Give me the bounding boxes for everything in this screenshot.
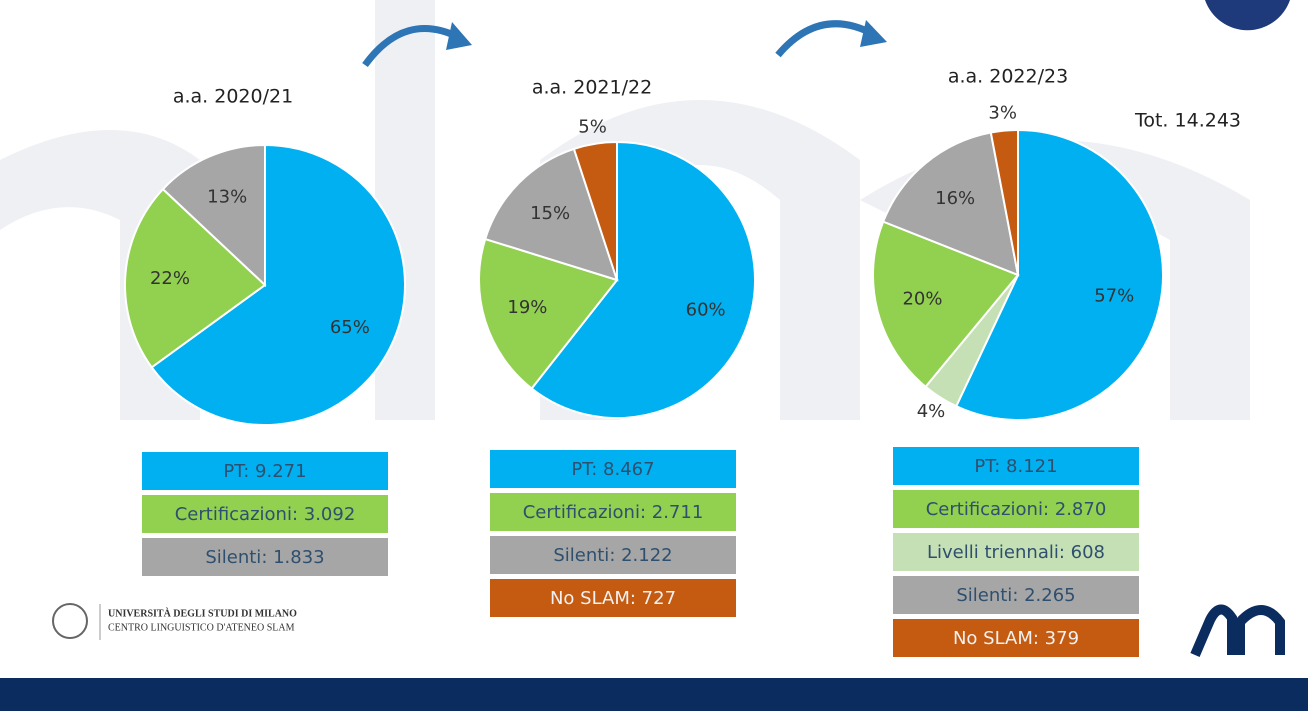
legend-box xyxy=(893,490,1139,528)
arrows xyxy=(362,20,877,68)
university-seal xyxy=(52,603,88,639)
pie-slice xyxy=(572,140,618,281)
slice-label: 20% xyxy=(902,289,942,310)
slice-label: 15% xyxy=(530,203,570,224)
pie-slice xyxy=(989,128,1019,276)
footer-band xyxy=(0,678,1308,711)
legend-box xyxy=(893,447,1139,485)
legend-box-text: Silenti: 2.265 xyxy=(956,585,1075,606)
pie-slice xyxy=(881,131,1020,277)
pie-slice xyxy=(478,237,619,390)
legend-box-text: PT: 8.121 xyxy=(974,456,1057,477)
chart-title: a.a. 2021/22 xyxy=(532,77,652,99)
slice-label: 65% xyxy=(330,317,370,338)
slice-label: 19% xyxy=(507,297,547,318)
pie-slice xyxy=(530,140,756,419)
legend-box xyxy=(893,533,1139,571)
legend-box xyxy=(893,576,1139,614)
legend-box-text: Silenti: 1.833 xyxy=(205,547,324,568)
legend-box-text: No SLAM: 379 xyxy=(953,628,1079,649)
legend-box xyxy=(142,538,388,576)
pie-slice xyxy=(150,143,406,426)
legend-box xyxy=(893,619,1139,657)
university-name: UNIVERSITÀ DEGLI STUDI DI MILANO xyxy=(108,607,297,619)
slice-label: 60% xyxy=(686,300,726,321)
slice-label: 5% xyxy=(578,116,607,137)
total-annotation: Tot. 14.243 xyxy=(1134,110,1241,132)
pie-slice xyxy=(954,128,1164,421)
pie-slice xyxy=(124,187,267,369)
slam-logo xyxy=(1190,604,1285,657)
chart-title: a.a. 2020/21 xyxy=(173,86,293,108)
legend-box xyxy=(490,579,736,617)
legend-box-text: Livelli triennali: 608 xyxy=(927,542,1105,563)
legend-box xyxy=(142,452,388,490)
pie-slice xyxy=(161,143,266,288)
slice-label: 22% xyxy=(150,268,190,289)
centre-name: CENTRO LINGUISTICO D'ATENEO SLAM xyxy=(108,622,295,633)
legend-box xyxy=(490,450,736,488)
slice-label: 16% xyxy=(935,188,975,209)
legend-box-text: Certificazioni: 2.711 xyxy=(523,502,704,523)
legend-box xyxy=(142,495,388,533)
chart-title: a.a. 2022/23 xyxy=(948,66,1068,88)
logo-partial xyxy=(1205,0,1290,31)
slice-label: 13% xyxy=(207,187,247,208)
legend-box xyxy=(490,536,736,574)
pie-slice xyxy=(872,220,1020,389)
legend-box-text: Certificazioni: 2.870 xyxy=(926,499,1107,520)
legend-box-text: PT: 8.467 xyxy=(571,459,654,480)
slice-label: 4% xyxy=(917,401,946,422)
legend-box-text: Silenti: 2.122 xyxy=(553,545,672,566)
legend-box xyxy=(490,493,736,531)
legend-box-text: PT: 9.271 xyxy=(223,461,306,482)
slice-label: 3% xyxy=(988,102,1017,123)
slice-label: 57% xyxy=(1094,286,1134,307)
legend-box-text: Certificazioni: 3.092 xyxy=(175,504,356,525)
legend-box-text: No SLAM: 727 xyxy=(550,588,676,609)
arrow-heads xyxy=(446,20,887,50)
